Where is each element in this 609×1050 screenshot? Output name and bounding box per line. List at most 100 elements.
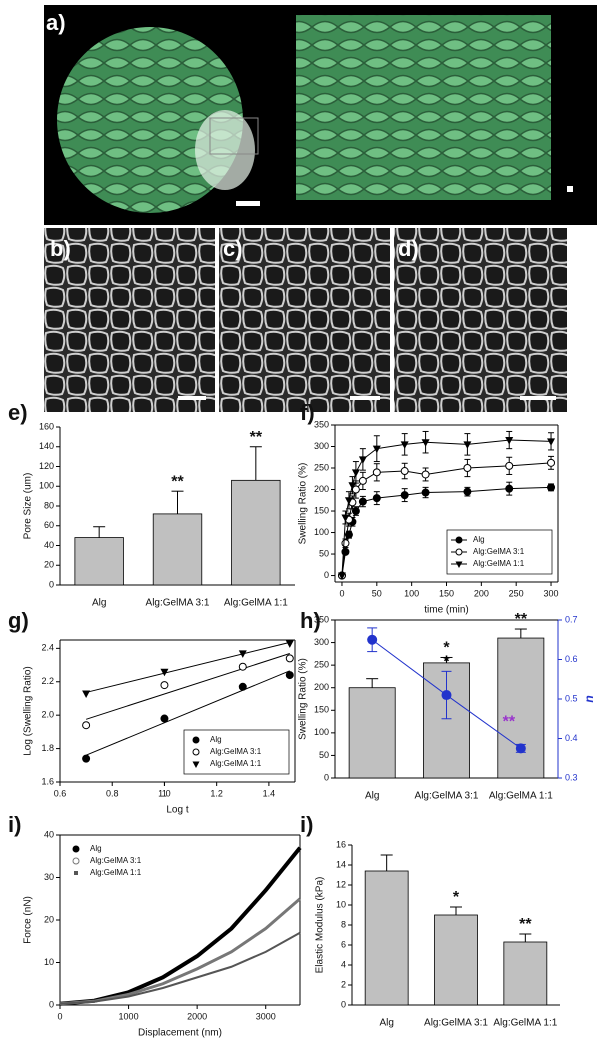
x-tick-label: 100 [404,588,419,598]
marker [160,681,169,690]
x-tick-label: Alg [379,1018,393,1029]
marker [372,445,381,454]
y-tick-label: 100 [39,481,54,491]
marker [400,467,409,476]
legend-label: Alg:GelMA 1:1 [210,759,262,768]
y-tick-label: 2.2 [41,676,54,686]
y-tick-label: 6 [341,939,346,949]
x-tick-label: 50 [372,588,382,598]
y-tick-label: 30 [44,872,54,882]
y-tick-label: 300 [314,441,329,451]
y-tick-label: 14 [336,859,346,869]
marker [455,548,463,556]
y-axis-label: Swelling Ratio (%) [298,463,309,545]
y-tick-label: 120 [39,461,54,471]
panel-label: f) [300,400,315,425]
significance: ** [515,611,528,628]
marker [72,845,80,853]
y-tick-label: 100 [314,727,329,737]
y-tick-label: 160 [39,421,54,431]
marker [238,682,247,691]
y-tick-label: 250 [314,462,329,472]
zoom-image [296,15,551,200]
panel-label: a) [46,10,66,35]
y-tick-label: 60 [44,520,54,530]
y2-axis-label: n [582,695,596,702]
legend-box [183,729,290,775]
y-tick-label: 200 [314,484,329,494]
scale-bar [236,201,260,206]
y-tick-label: 250 [314,660,329,670]
marker [505,484,514,493]
legend-label: Alg:GelMA 3:1 [210,747,262,756]
legend-label: Alg:GelMA 1:1 [473,559,525,568]
marker [337,572,346,581]
marker [82,721,91,730]
y-tick-label: 10 [44,957,54,967]
marker [192,736,200,744]
marker [341,514,350,522]
y-tick-label: 4 [341,959,346,969]
y-tick-label: 40 [44,829,54,839]
panel-label: g) [8,608,29,633]
x-tick-label: 3000 [256,1011,276,1021]
y-axis-label: Pore Size (um) [23,473,34,540]
y-tick-label: 150 [314,505,329,515]
marker [351,469,360,477]
legend-label: Alg:GelMA 3:1 [90,856,142,865]
legend: Alg Alg:GelMA 3:1 Alg:GelMA 1:1 [446,529,553,575]
panel-d-image [394,228,567,412]
y-tick-label: 80 [44,500,54,510]
x-tick-label: Alg:GelMA 1:1 [489,791,553,802]
marker [285,640,294,648]
panel-label: i) [8,812,21,837]
significance: * [453,889,460,906]
y-tick-label: 0 [324,772,329,782]
y-tick-label: 350 [314,614,329,624]
x-tick-label: 250 [509,588,524,598]
bar [364,870,409,1006]
marker [72,857,80,865]
scale-bar [520,396,556,400]
panel-label: e) [8,400,28,425]
y2-tick-label: 0.6 [565,654,578,664]
marker [238,650,247,658]
x-tick-label: 300 [544,588,559,598]
bar [503,941,548,1006]
y-tick-label: 16 [336,839,346,849]
bar [231,479,281,586]
panel-label: d) [398,236,419,261]
marker [455,536,463,544]
y-tick-label: 12 [336,879,346,889]
panel-c-image [219,228,390,412]
y-tick-label: 100 [314,527,329,537]
y2-tick-label: 0.7 [565,614,578,624]
y-tick-label: 0 [49,999,54,1009]
legend: Alg Alg:GelMA 3:1 Alg:GelMA 1:1 [72,844,142,877]
x-tick-label: 200 [474,588,489,598]
legend-label: Alg:GelMA 3:1 [473,547,525,556]
panel-label: h) [300,608,321,633]
y-tick-label: 350 [314,419,329,429]
marker [421,439,430,447]
marker [547,483,556,492]
y-tick-label: 20 [44,560,54,570]
y-tick-label: 0 [324,570,329,580]
x-tick-label: 1.4 [263,788,276,798]
sem-images: a) b) c) d) [44,5,597,412]
marker [372,468,381,477]
x-tick-label: 0 [57,1011,62,1021]
marker [192,761,200,768]
panel-label: i) [300,812,313,837]
y-tick-label: 300 [314,637,329,647]
y-tick-label: 200 [314,682,329,692]
y-tick-label: 10 [336,899,346,909]
x-tick-label: Alg:GelMA 3:1 [146,598,210,609]
fit-line [85,670,290,756]
marker [74,871,78,875]
panel-label: c) [223,236,243,261]
microgel [57,27,243,213]
legend-label: Alg:GelMA 1:1 [90,868,142,877]
marker [463,487,472,496]
